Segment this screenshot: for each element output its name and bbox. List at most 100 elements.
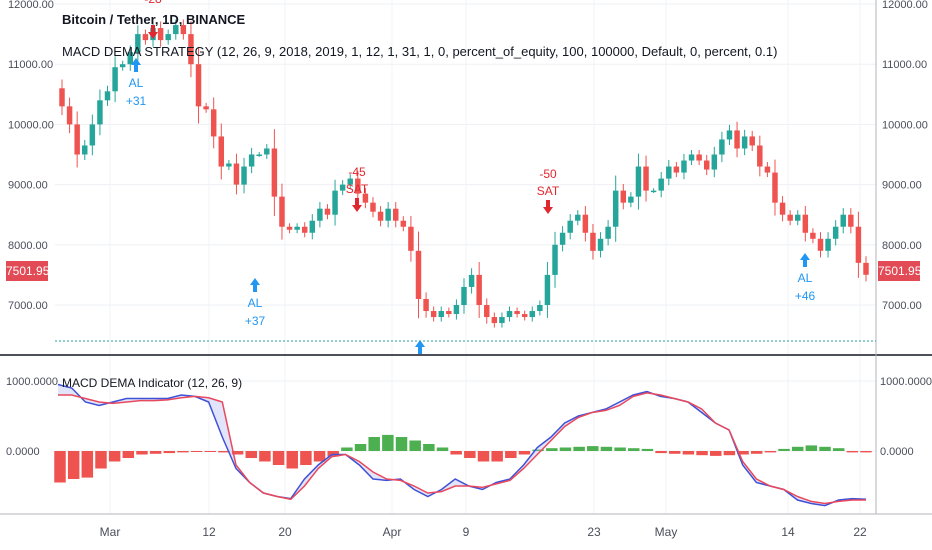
candle-body [97,100,103,125]
candle-body [393,208,399,221]
histogram-bar [272,451,285,465]
candle-body [590,232,596,251]
candle-body [142,34,149,41]
macd-fill [58,384,866,506]
histogram-bar [204,451,217,452]
candle-body [734,130,740,149]
candle-body [529,311,535,318]
histogram-bar [791,446,804,451]
candle-body [552,244,558,275]
candle-body [324,208,331,215]
candle-body [688,154,695,161]
histogram-bar [163,451,176,454]
candle-body [726,130,733,140]
candle-body [696,154,702,161]
histogram-bar [546,448,558,451]
candle-body [264,148,270,155]
candle-body [832,226,839,239]
buy-marker[interactable]: AL +46 [795,253,816,303]
candles [59,19,869,328]
histogram-bar [477,451,490,462]
candle-body [787,214,793,221]
arrow-down-icon [352,198,362,212]
histogram-bar [655,451,667,454]
y-tick-right: 10000.00 [882,119,928,131]
histogram-bar [54,451,66,483]
histogram-bar [614,447,626,451]
candle-body [173,25,179,35]
histogram-bar [491,451,503,462]
candle-body [339,184,346,191]
candle-body [757,145,763,167]
buy-marker[interactable] [415,340,425,354]
candle-body [673,166,680,173]
candle-body [195,64,202,107]
candle-body [817,238,824,251]
y-axis-labels: 7000.00 7000.00 8000.00 8000.00 9000.00 9000.… [6,0,932,458]
y-tick-left: 8000.00 [8,240,48,252]
candle-body [165,34,171,41]
arrow-down-icon [543,200,553,214]
x-tick: May [655,525,678,539]
buy-marker[interactable]: AL +31 [126,58,147,108]
candle-body [635,166,642,197]
candle-body [256,154,262,156]
candle-body [658,178,664,191]
candle-body [385,208,391,221]
candle-body [514,311,520,315]
sell-marker[interactable]: -28 [144,0,162,39]
arrow-up-icon [250,278,260,292]
candle-body [203,106,209,110]
indicator-legend[interactable]: MACD DEMA Indicator (12, 26, 9) [62,376,243,390]
candle-body [180,25,187,35]
macd-histogram [54,434,872,483]
candle-body [643,166,649,191]
candle-body [537,305,543,312]
marker-value: -50 [539,167,557,181]
y-tick-left: 7000.00 [8,300,48,312]
histogram-bar [218,451,230,453]
sell-marker[interactable]: -45 SAT [346,165,369,212]
histogram-bar [436,447,449,451]
candle-body [461,286,467,305]
candle-body [415,250,422,299]
x-tick: Mar [100,525,121,539]
candle-body [332,190,338,215]
candle-body [135,34,141,53]
marker-label: SAT [346,182,369,196]
histogram-bar [860,451,872,453]
buy-marker[interactable]: AL +37 [245,278,266,328]
candle-body [802,214,809,233]
candle-body [66,106,73,125]
histogram-bar [190,451,203,452]
histogram-bar [764,451,777,453]
candle-body [468,274,475,287]
histogram-bar [600,446,613,451]
candle-body [605,226,611,239]
histogram-bar [341,447,353,451]
x-tick: 9 [463,525,470,539]
histogram-bar [354,444,367,451]
candle-body [226,163,232,167]
candle-body [764,166,771,173]
candle-body [82,145,88,155]
candle-body [112,67,118,92]
price-tag-left: 7501.95 [6,261,49,281]
candle-body [681,160,687,173]
candle-body [271,148,278,197]
candle-body [567,220,573,233]
arrow-down-icon [148,25,158,39]
ind-tick-left: 0.0000 [6,446,40,458]
candle-body [188,34,194,65]
candle-body [597,238,604,251]
candle-body [430,311,437,318]
candle-body [286,226,293,230]
sell-marker[interactable]: -50 SAT [537,167,560,214]
strategy-legend[interactable]: MACD DEMA STRATEGY (12, 26, 9, 2018, 201… [62,44,778,59]
marker-label: AL [129,76,144,90]
candle-body [362,193,369,203]
candle-body [309,220,316,233]
y-tick-right: 7000.00 [882,300,922,312]
candle-body [575,214,581,221]
